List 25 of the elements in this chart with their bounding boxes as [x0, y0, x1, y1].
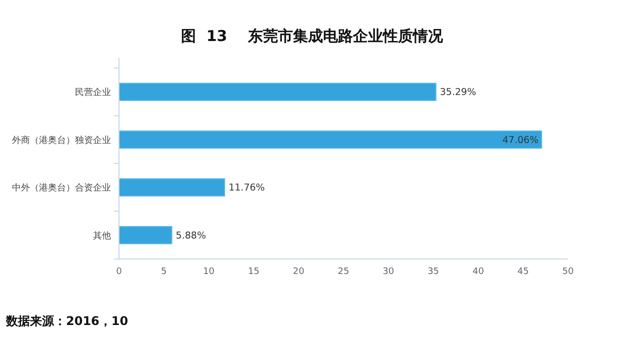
source-note: 数据来源：2016，10 [5, 314, 128, 328]
x-tick-label: 10 [203, 267, 215, 277]
bar [118, 178, 226, 196]
x-tick-label: 40 [472, 267, 484, 277]
x-tick-label: 45 [517, 267, 529, 277]
data-label: 5.88% [176, 230, 206, 242]
y-tick-label: 其他 [93, 230, 111, 242]
x-tick-label: 5 [161, 267, 167, 277]
data-label: 47.06% [502, 134, 539, 146]
bar [118, 130, 542, 149]
x-tick-label: 50 [562, 267, 574, 277]
x-tick-label: 0 [116, 267, 122, 277]
chart-title: 图 13 东莞市集成电路企业性质情况 [180, 27, 444, 45]
y-tick-label: 外商（港奥台）独资企业 [12, 134, 111, 146]
data-label: 11.76% [228, 182, 265, 194]
x-tick-label: 25 [338, 267, 350, 277]
data-label: 35.29% [440, 87, 476, 98]
bar [118, 82, 436, 101]
y-tick-label: 中外（港奥台）合资企业 [12, 182, 111, 194]
x-tick-label: 15 [248, 267, 260, 277]
x-tick-label: 35 [428, 267, 440, 277]
bar [118, 226, 172, 244]
x-tick-label: 30 [382, 267, 394, 277]
x-tick-label: 20 [292, 267, 305, 277]
y-tick-label: 民营企业 [75, 87, 111, 98]
